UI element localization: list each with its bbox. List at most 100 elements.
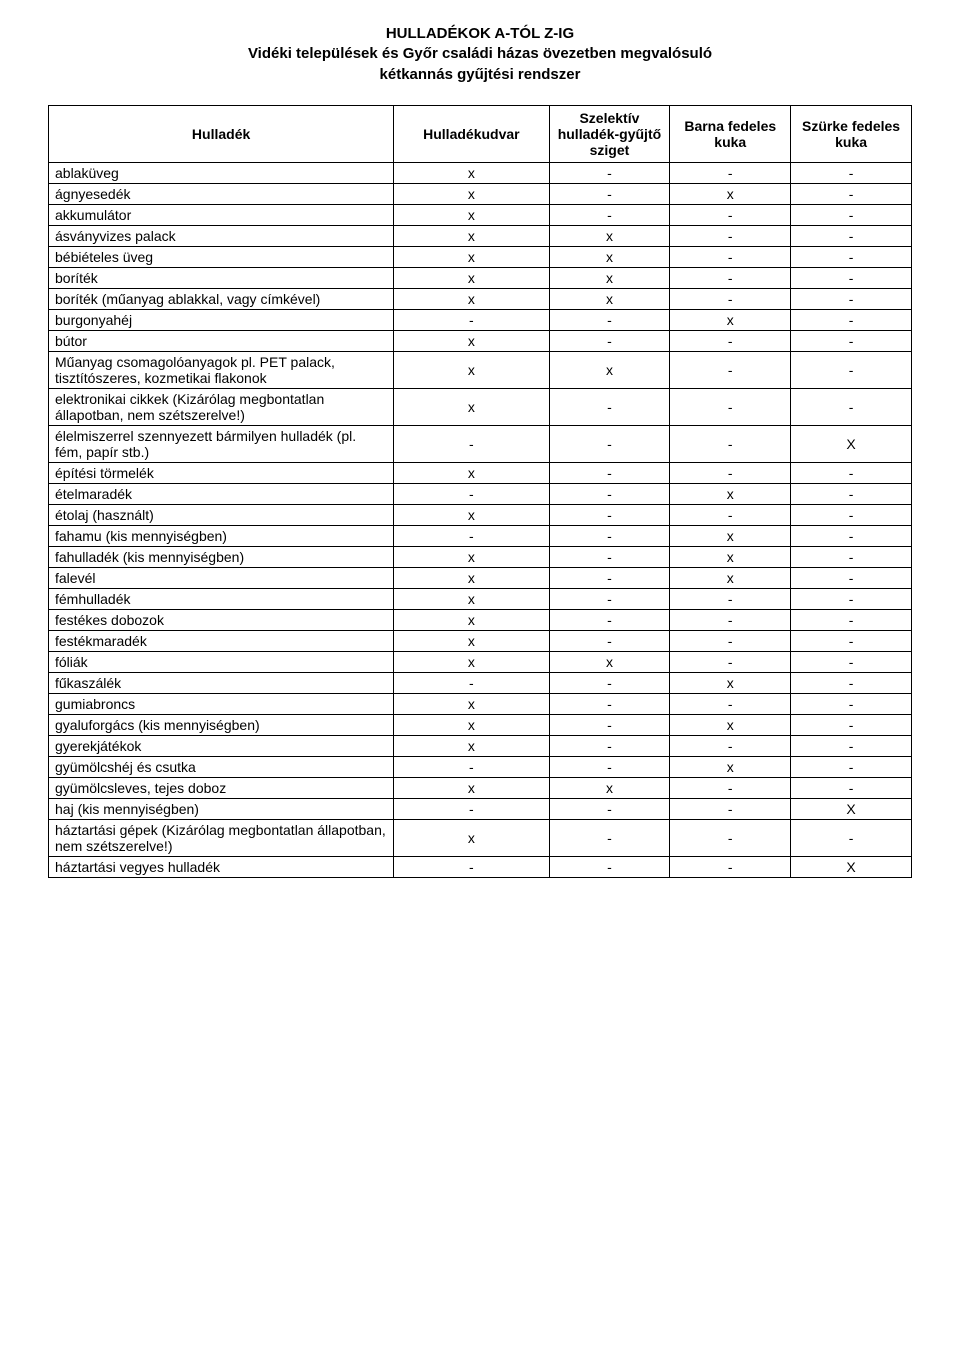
value-cell: x [394,630,549,651]
value-cell: - [791,567,912,588]
table-row: fóliákxx-- [49,651,912,672]
value-cell: x [394,183,549,204]
value-cell: - [791,462,912,483]
value-cell: x [394,714,549,735]
waste-name-cell: háztartási vegyes hulladék [49,856,394,877]
waste-name-cell: élelmiszerrel szennyezett bármilyen hull… [49,425,394,462]
value-cell: X [791,856,912,877]
value-cell: x [394,462,549,483]
waste-name-cell: étolaj (használt) [49,504,394,525]
table-row: háztartási gépek (Kizárólag megbontatlan… [49,819,912,856]
waste-name-cell: bébiételes üveg [49,246,394,267]
waste-name-cell: ablaküveg [49,162,394,183]
waste-name-cell: fahulladék (kis mennyiségben) [49,546,394,567]
value-cell: - [791,693,912,714]
value-cell: x [670,567,791,588]
value-cell: - [791,756,912,777]
waste-name-cell: bútor [49,330,394,351]
value-cell: - [670,225,791,246]
value-cell: - [549,546,670,567]
col-header-grey: Szürke fedeles kuka [791,105,912,162]
value-cell: - [791,288,912,309]
value-cell: x [394,588,549,609]
value-cell: x [394,225,549,246]
value-cell: - [549,588,670,609]
table-row: fémhulladékx--- [49,588,912,609]
waste-name-cell: akkumulátor [49,204,394,225]
value-cell: x [394,204,549,225]
value-cell: - [670,588,791,609]
waste-name-cell: festékmaradék [49,630,394,651]
value-cell: x [394,546,549,567]
value-cell: - [549,162,670,183]
value-cell: - [394,425,549,462]
value-cell: - [791,651,912,672]
value-cell: - [791,330,912,351]
value-cell: - [549,630,670,651]
waste-name-cell: gyaluforgács (kis mennyiségben) [49,714,394,735]
table-row: haj (kis mennyiségben)---X [49,798,912,819]
table-row: építési törmelékx--- [49,462,912,483]
value-cell: x [670,483,791,504]
value-cell: x [394,246,549,267]
value-cell: - [670,246,791,267]
table-row: akkumulátorx--- [49,204,912,225]
value-cell: - [670,630,791,651]
table-row: ágnyesedékx-x- [49,183,912,204]
waste-name-cell: boríték (műanyag ablakkal, vagy címkével… [49,288,394,309]
waste-name-cell: gyümölcsleves, tejes doboz [49,777,394,798]
value-cell: - [670,425,791,462]
value-cell: - [791,504,912,525]
value-cell: x [394,819,549,856]
value-cell: x [549,651,670,672]
value-cell: - [791,483,912,504]
col-header-yard: Hulladékudvar [394,105,549,162]
table-row: ablaküvegx--- [49,162,912,183]
value-cell: - [670,609,791,630]
value-cell: - [670,351,791,388]
title-line-1: HULLADÉKOK A-TÓL Z-IG [48,24,912,44]
table-row: festékes dobozokx--- [49,609,912,630]
value-cell: - [791,630,912,651]
table-row: elektronikai cikkek (Kizárólag megbontat… [49,388,912,425]
value-cell: x [670,309,791,330]
value-cell: - [549,756,670,777]
waste-table: Hulladék Hulladékudvar Szelektív hulladé… [48,105,912,878]
value-cell: - [670,288,791,309]
value-cell: - [549,204,670,225]
value-cell: - [549,714,670,735]
value-cell: - [549,483,670,504]
value-cell: x [670,714,791,735]
value-cell: - [791,162,912,183]
value-cell: x [670,546,791,567]
table-row: borítékxx-- [49,267,912,288]
value-cell: - [549,183,670,204]
waste-name-cell: gyümölcshéj és csutka [49,756,394,777]
value-cell: x [549,267,670,288]
value-cell: - [670,651,791,672]
value-cell: - [791,267,912,288]
value-cell: - [670,267,791,288]
waste-name-cell: ásványvizes palack [49,225,394,246]
value-cell: - [549,462,670,483]
value-cell: - [670,693,791,714]
table-row: fahulladék (kis mennyiségben)x-x- [49,546,912,567]
value-cell: - [670,798,791,819]
value-cell: - [670,330,791,351]
table-row: élelmiszerrel szennyezett bármilyen hull… [49,425,912,462]
waste-name-cell: fahamu (kis mennyiségben) [49,525,394,546]
waste-name-cell: ágnyesedék [49,183,394,204]
value-cell: - [670,462,791,483]
value-cell: - [791,735,912,756]
value-cell: x [394,351,549,388]
value-cell: - [549,309,670,330]
table-row: boríték (műanyag ablakkal, vagy címkével… [49,288,912,309]
value-cell: - [394,483,549,504]
value-cell: - [670,735,791,756]
value-cell: - [670,162,791,183]
table-row: étolaj (használt)x--- [49,504,912,525]
value-cell: x [394,693,549,714]
col-header-selective: Szelektív hulladék-gyűjtő sziget [549,105,670,162]
waste-name-cell: gumiabroncs [49,693,394,714]
value-cell: x [549,351,670,388]
